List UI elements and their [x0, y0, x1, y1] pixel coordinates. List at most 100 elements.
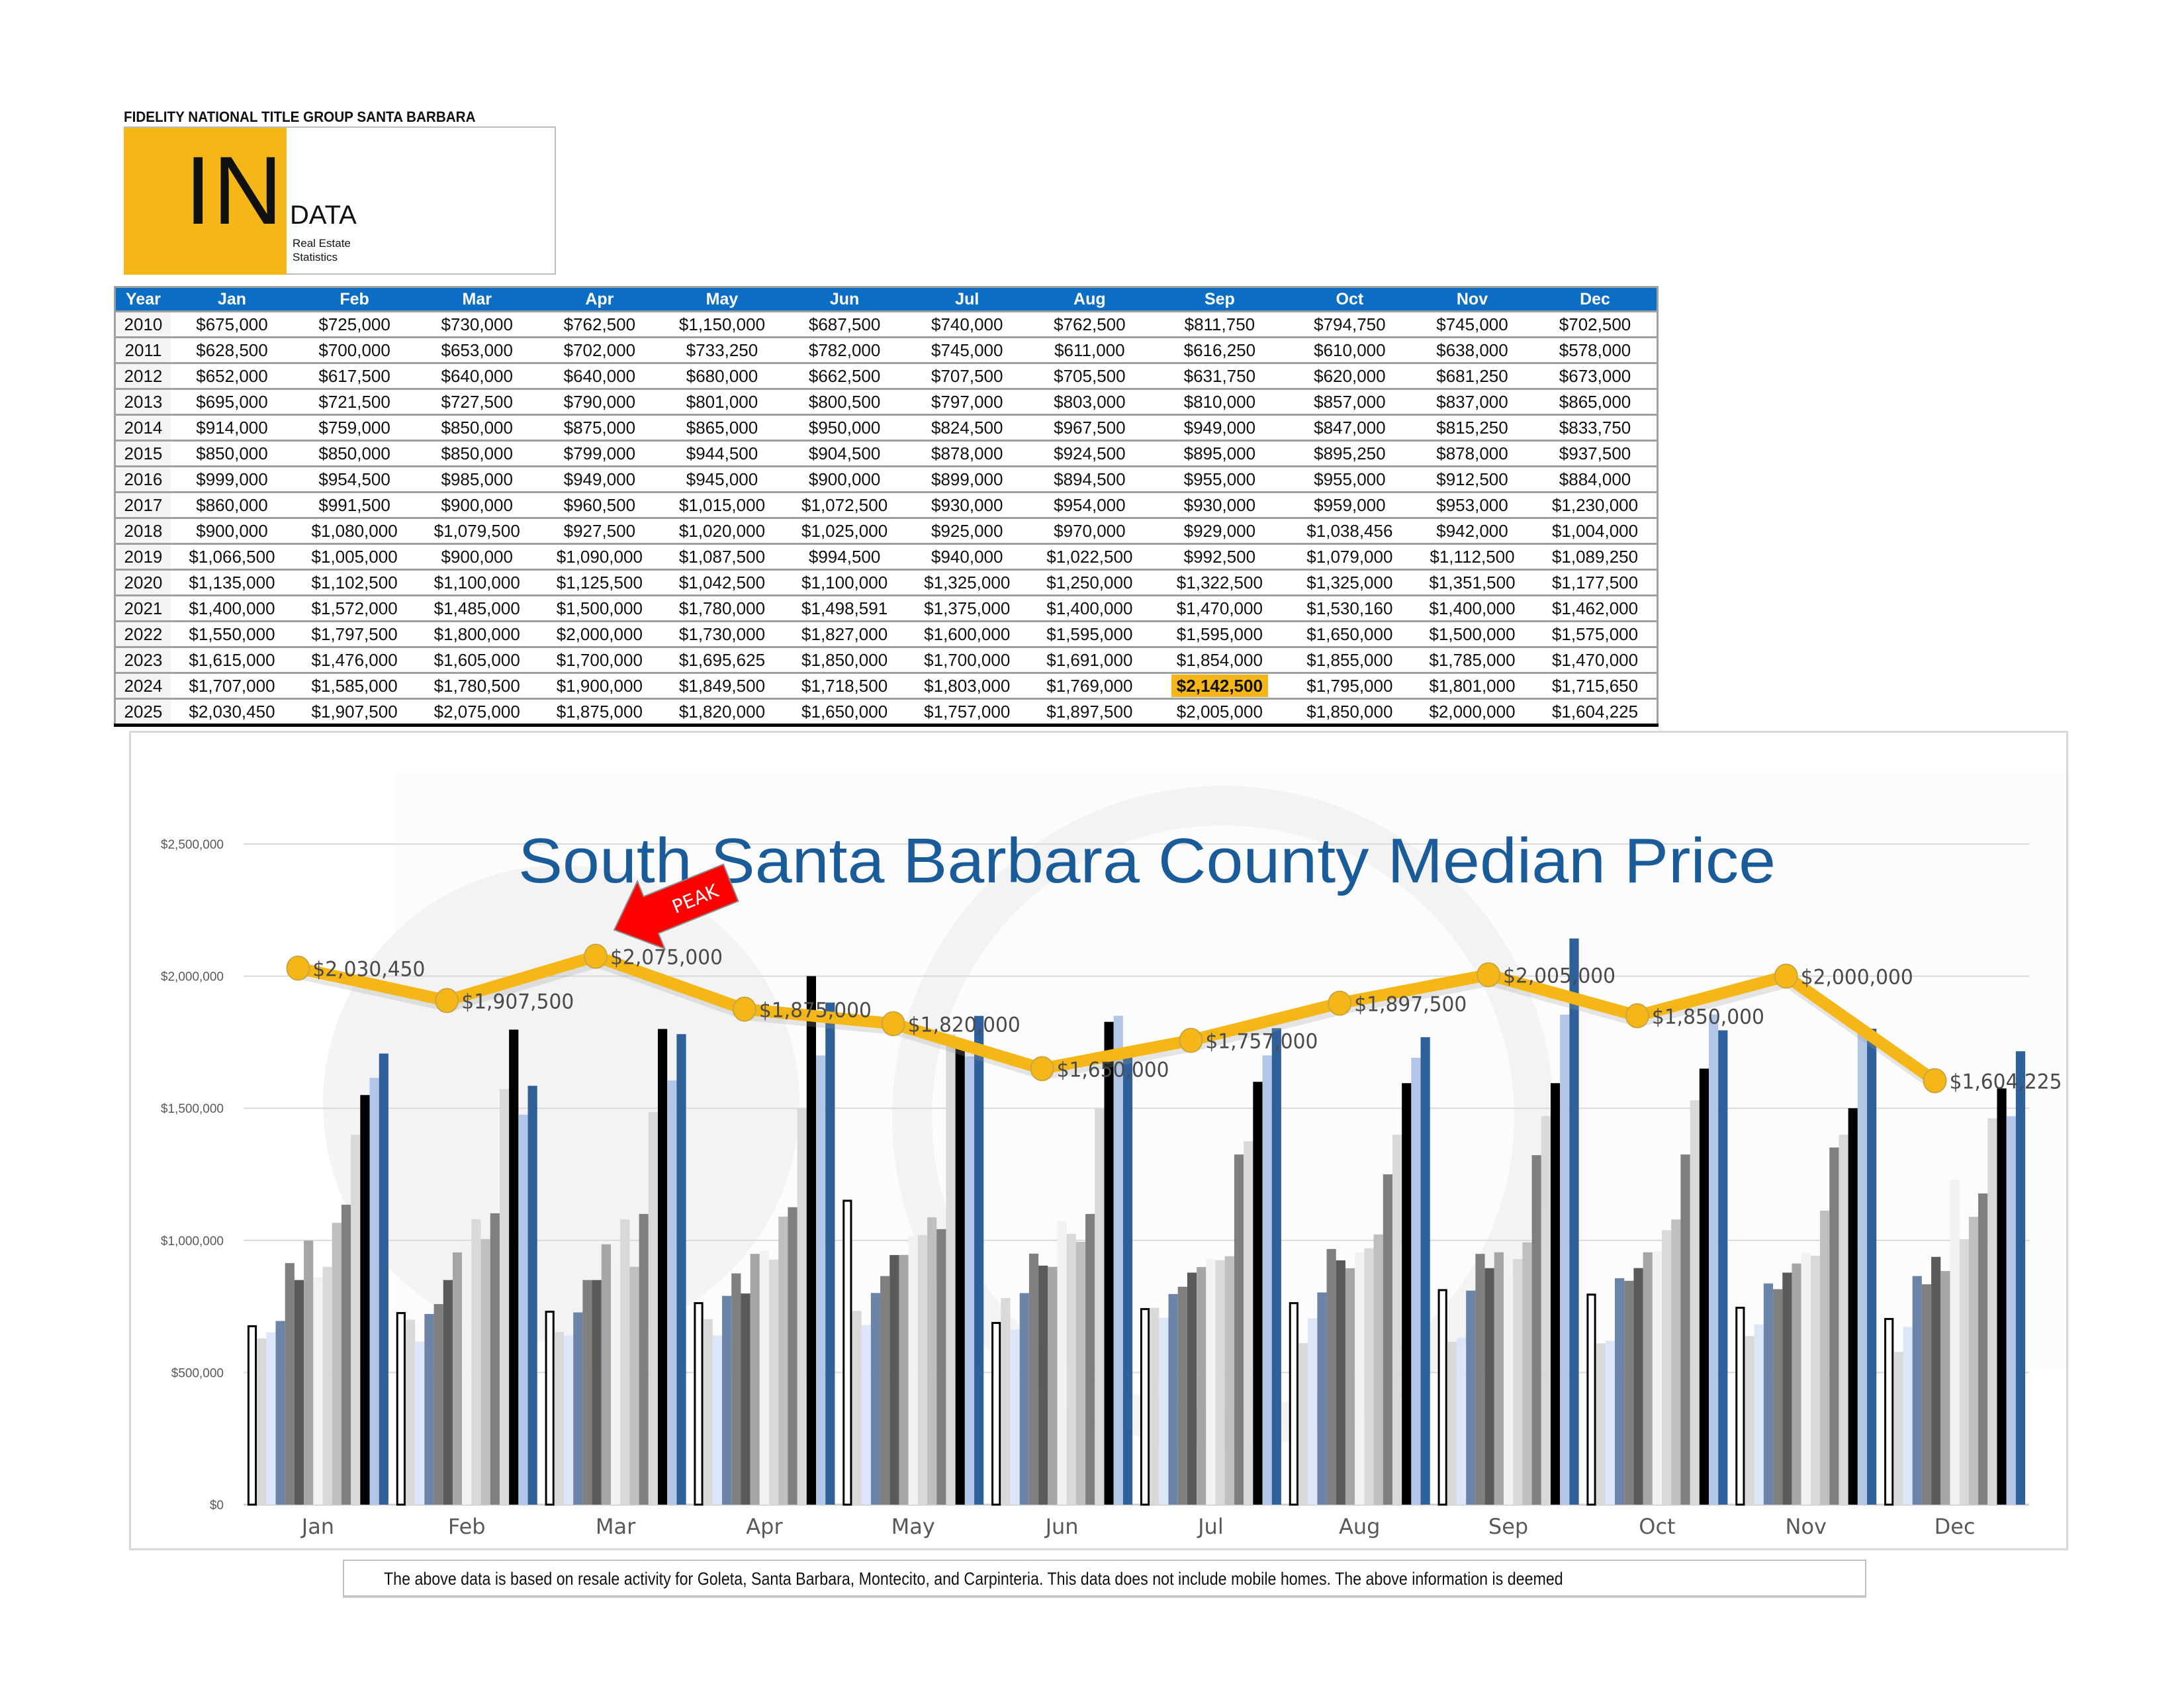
bar-sep-2022	[1550, 1083, 1561, 1505]
price-cell: $803,000	[1028, 388, 1151, 415]
bar-sep-2017	[1503, 1258, 1514, 1505]
bar-sep-2010	[1437, 1289, 1447, 1506]
y-tick-label: $1,000,000	[161, 1235, 224, 1248]
price-cell: $799,000	[538, 440, 661, 467]
x-tick-label: Oct	[1639, 1514, 1675, 1539]
price-cell: $1,485,000	[416, 594, 539, 622]
bar-jan-2016	[304, 1241, 314, 1505]
table-row: 2010 $675,000 $725,000 $730,000 $762,500 $1,1…	[113, 310, 1659, 338]
price-cell: $1,135,000	[170, 569, 294, 596]
bar-jul-2016	[1197, 1267, 1206, 1505]
price-cell: $895,250	[1288, 440, 1411, 467]
bar-may-2020	[936, 1229, 946, 1505]
bar-mar-2013	[573, 1312, 583, 1505]
price-cell: $967,500	[1028, 414, 1151, 441]
bar-apr-2010	[694, 1302, 704, 1506]
bar-apr-2022	[806, 976, 817, 1505]
line-marker-jun	[1030, 1056, 1054, 1082]
price-cell: $2,075,000	[416, 698, 539, 727]
price-cell: $1,780,500	[416, 672, 539, 699]
price-cell: $1,795,000	[1288, 672, 1411, 699]
bar-feb-2023	[518, 1114, 528, 1505]
price-cell: $865,000	[1533, 388, 1659, 415]
price-cell: $616,250	[1150, 336, 1289, 363]
price-cell: $878,000	[1410, 440, 1534, 467]
bar-oct-2013	[1615, 1278, 1625, 1505]
column-header-aug: Aug	[1028, 286, 1151, 312]
price-cell: $721,500	[293, 388, 416, 415]
line-data-label: $2,000,000	[1801, 966, 1913, 990]
bar-nov-2021	[1839, 1135, 1848, 1505]
bar-jul-2019	[1224, 1256, 1234, 1505]
bar-apr-2021	[797, 1108, 807, 1505]
price-cell: $940,000	[905, 543, 1028, 570]
bar-mar-2010	[545, 1311, 555, 1506]
y-tick-label: $500,000	[171, 1366, 224, 1380]
table-row: 2011 $628,500 $700,000 $653,000 $702,000 $733…	[113, 336, 1659, 363]
price-cell: $1,470,000	[1533, 646, 1659, 673]
logo-sub-line1: Real Estate	[293, 237, 351, 250]
bar-oct-2014	[1624, 1280, 1634, 1505]
bar-jun-2021	[1095, 1108, 1105, 1505]
x-tick-label: Jun	[1044, 1514, 1079, 1539]
price-cell: $1,089,250	[1533, 543, 1659, 570]
bar-dec-2014	[1921, 1284, 1932, 1505]
price-cell: $850,000	[416, 440, 539, 467]
price-cell: $1,400,000	[170, 594, 294, 622]
price-cell: $930,000	[905, 491, 1028, 518]
year-cell: 2025	[113, 698, 171, 727]
price-cell: $960,500	[538, 491, 661, 518]
price-cell: $1,102,500	[293, 569, 416, 596]
price-cell: $1,087,500	[660, 543, 784, 570]
bar-jun-2022	[1104, 1021, 1114, 1505]
bar-oct-2012	[1605, 1340, 1615, 1505]
price-cell: $1,875,000	[538, 698, 661, 727]
price-cell: $707,500	[905, 362, 1028, 389]
price-cell: $730,000	[416, 310, 539, 338]
price-cell: $652,000	[170, 362, 294, 389]
price-cell: $955,000	[1288, 465, 1411, 492]
column-header-mar: Mar	[416, 286, 539, 312]
year-cell: 2021	[113, 594, 171, 622]
y-tick-label: $2,000,000	[161, 970, 224, 984]
price-cell: $1,325,000	[905, 569, 1028, 596]
bar-feb-2013	[424, 1313, 434, 1505]
bar-apr-2024	[825, 1002, 835, 1505]
bar-oct-2020	[1680, 1154, 1690, 1505]
bar-jun-2011	[1001, 1297, 1011, 1505]
line-data-label: $2,075,000	[610, 946, 723, 970]
bar-feb-2020	[490, 1213, 500, 1505]
bar-aug-2021	[1392, 1135, 1402, 1505]
bar-oct-2021	[1690, 1100, 1700, 1505]
price-cell: $1,595,000	[1150, 620, 1289, 647]
bar-nov-2019	[1820, 1210, 1830, 1505]
price-cell: $675,000	[170, 310, 294, 338]
price-cell: $1,530,160	[1288, 594, 1411, 622]
bar-may-2015	[889, 1254, 899, 1505]
price-cell: $937,500	[1533, 440, 1659, 467]
price-cell: $1,650,000	[1288, 620, 1411, 647]
bar-oct-2022	[1699, 1068, 1709, 1505]
price-cell: $578,000	[1533, 336, 1659, 363]
bar-may-2023	[964, 1056, 975, 1505]
bar-aug-2017	[1355, 1252, 1365, 1505]
bar-jun-2019	[1075, 1241, 1086, 1505]
bar-jul-2013	[1168, 1293, 1178, 1505]
year-cell: 2018	[113, 517, 171, 544]
table-row: 2019 $1,066,500 $1,005,000 $900,000 $1,090,0…	[113, 543, 1659, 570]
year-cell: 2014	[113, 414, 171, 441]
bar-nov-2023	[1857, 1033, 1868, 1505]
x-tick-label: Apr	[746, 1514, 783, 1539]
bar-mar-2014	[582, 1280, 592, 1505]
price-cell: $1,125,500	[538, 569, 661, 596]
price-cell: $1,820,000	[660, 698, 784, 727]
price-cell: $638,000	[1410, 336, 1534, 363]
column-header-jul: Jul	[905, 286, 1028, 312]
price-cell: $1,604,225	[1533, 698, 1659, 727]
price-cell: $959,000	[1288, 491, 1411, 518]
price-cell: $900,000	[416, 491, 539, 518]
price-cell: $999,000	[170, 465, 294, 492]
column-header-year: Year	[113, 286, 171, 312]
price-cell: $810,000	[1150, 388, 1289, 415]
price-cell: $762,500	[538, 310, 661, 338]
